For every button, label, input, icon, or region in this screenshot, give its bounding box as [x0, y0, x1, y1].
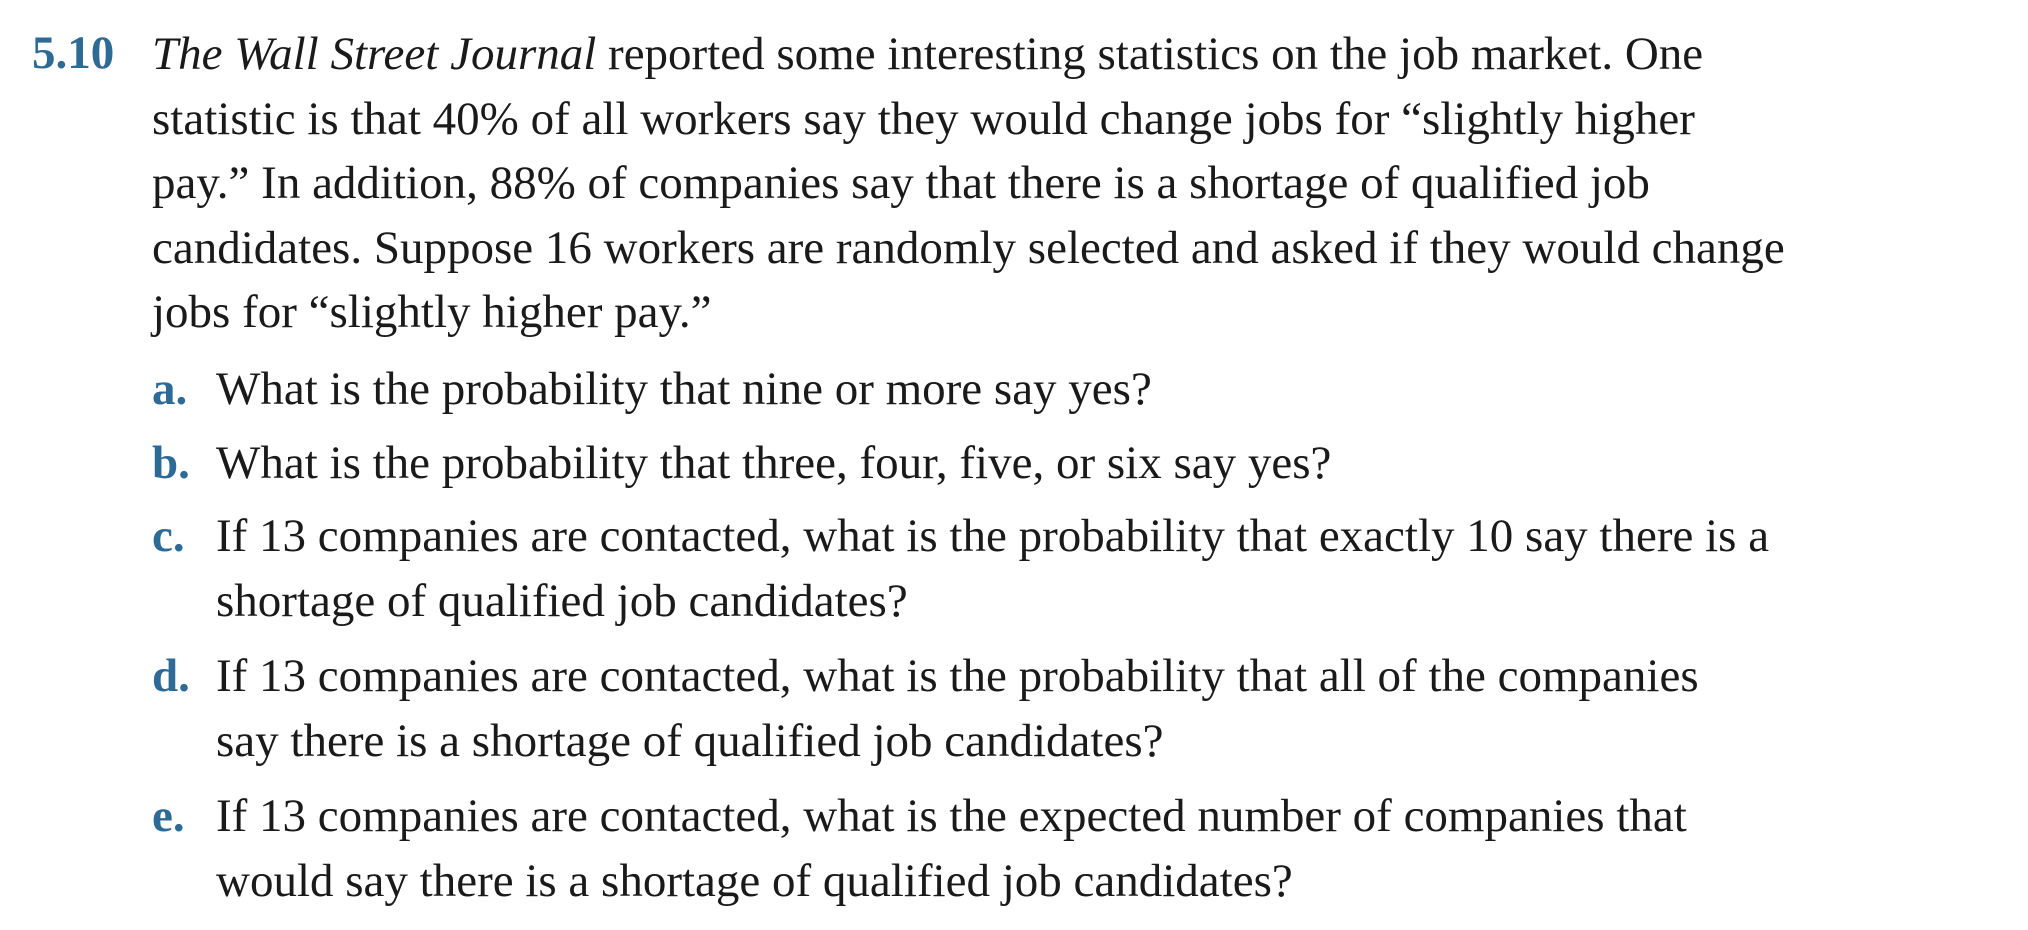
part-b-text: What is the probability that three, four… [216, 431, 2016, 496]
part-c-line-2: shortage of qualified job candidates? [216, 574, 908, 627]
part-d-text: If 13 companies are contacted, what is t… [216, 644, 2016, 773]
part-a-text: What is the probability that nine or mor… [216, 357, 2016, 422]
exercise-number: 5.10 [32, 27, 115, 79]
part-b-line-1: What is the probability that three, four… [216, 437, 1332, 489]
part-c-text: If 13 companies are contacted, what is t… [216, 504, 2016, 633]
stem-line-2: statistic is that 40% of all workers say… [152, 92, 1695, 145]
stem-line-5: jobs for “slightly higher pay.” [152, 286, 712, 338]
stem-line-1-text: reported some interesting statistics on … [596, 28, 1704, 80]
part-c-letter: c. [152, 510, 185, 562]
part-a-letter: a. [152, 363, 188, 415]
stem-line-3: pay.” In addition, 88% of companies say … [152, 157, 1650, 209]
part-e-text: If 13 companies are contacted, what is t… [216, 784, 2016, 913]
part-e-line-2: would say there is a shortage of qualifi… [216, 854, 1293, 907]
stem-line-1: The Wall Street Journal reported some in… [152, 22, 2002, 87]
part-e-letter: e. [152, 790, 185, 842]
stem-line-4: candidates. Suppose 16 workers are rando… [152, 221, 1785, 274]
exercise-stem: The Wall Street Journal reported some in… [152, 22, 2002, 345]
part-a-line-1: What is the probability that nine or mor… [216, 363, 1152, 415]
part-b-letter: b. [152, 437, 190, 489]
part-d-letter: d. [152, 650, 190, 702]
source-title: The Wall Street Journal [152, 28, 597, 80]
part-d-line-2: say there is a shortage of qualified job… [216, 714, 1164, 767]
part-c-line-1: If 13 companies are contacted, what is t… [216, 510, 1770, 562]
part-e-line-1: If 13 companies are contacted, what is t… [216, 790, 1687, 842]
part-d-line-1: If 13 companies are contacted, what is t… [216, 650, 1699, 702]
